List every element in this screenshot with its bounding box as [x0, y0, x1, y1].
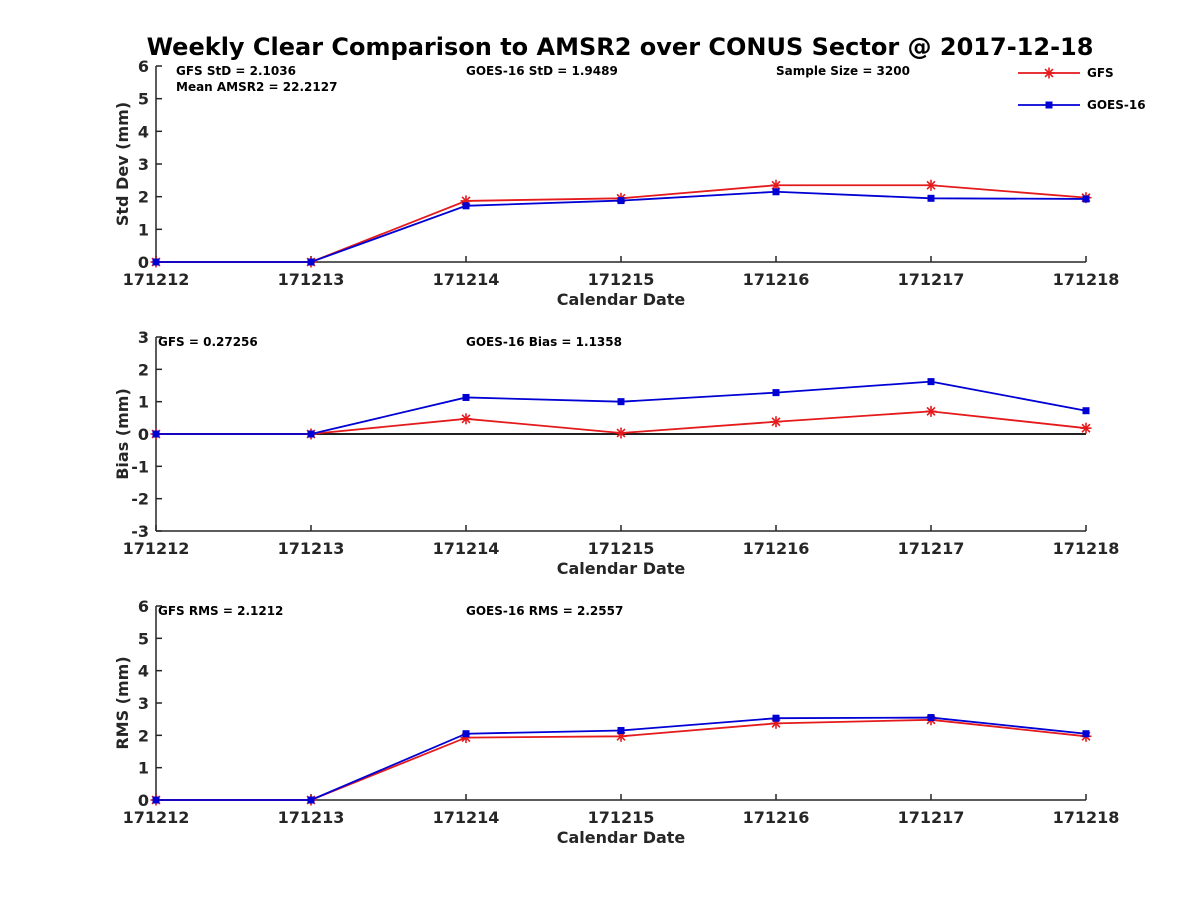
y-tick-label: -2 — [131, 490, 149, 509]
x-tick-label: 171215 — [588, 808, 655, 827]
y-tick-label: 0 — [138, 425, 149, 444]
y-tick-label: 2 — [138, 188, 149, 207]
data-point-goes-16 — [462, 202, 470, 210]
data-point-goes-16 — [617, 197, 625, 205]
y-tick-label: 3 — [138, 328, 149, 347]
data-point-goes-16 — [927, 378, 935, 386]
legend-marker — [1043, 67, 1055, 79]
data-point-goes-16 — [1082, 730, 1090, 738]
y-tick-label: 4 — [138, 662, 149, 681]
data-point-goes-16 — [462, 730, 470, 738]
data-point-goes-16 — [772, 714, 780, 722]
data-point-goes-16 — [1082, 407, 1090, 415]
x-tick-label: 171214 — [433, 270, 500, 289]
panel-2: -3 -2 -1 0 1 2 3 171212 171213 171214 171215 171216… — [113, 328, 1119, 578]
data-point-goes-16 — [772, 389, 780, 397]
x-tick-label: 171212 — [123, 270, 190, 289]
data-point-goes-16 — [1082, 195, 1090, 203]
y-tick-label: 4 — [138, 122, 149, 141]
stat-annotation: GOES-16 Bias = 1.1358 — [466, 335, 622, 349]
stat-annotation: GOES-16 RMS = 2.2557 — [466, 604, 623, 618]
y-tick-label: 0 — [138, 253, 149, 272]
x-tick-label: 171212 — [123, 808, 190, 827]
x-tick-label: 171214 — [433, 808, 500, 827]
x-tick-label: 171218 — [1053, 808, 1120, 827]
x-tick-label: 171215 — [588, 539, 655, 558]
data-point-goes-16 — [152, 796, 160, 804]
stat-annotation: Mean AMSR2 = 22.2127 — [176, 80, 337, 94]
x-tick-label: 171213 — [278, 270, 345, 289]
stat-annotation: Sample Size = 3200 — [776, 64, 910, 78]
legend-entry-gfs: GFS — [1018, 66, 1114, 80]
x-tick-label: 171216 — [743, 539, 810, 558]
y-tick-label: -3 — [131, 522, 149, 541]
y-tick-label: 1 — [138, 393, 149, 412]
data-point-gfs — [925, 179, 937, 191]
data-point-goes-16 — [152, 430, 160, 438]
legend: GFS GOES-16 — [1018, 66, 1146, 112]
x-axis-title: Calendar Date — [557, 828, 686, 847]
legend-entry-goes-16: GOES-16 — [1018, 98, 1146, 112]
legend-label: GOES-16 — [1087, 98, 1146, 112]
y-tick-label: 6 — [138, 57, 149, 76]
x-tick-label: 171217 — [898, 539, 965, 558]
series-line-goes-16 — [156, 380, 1087, 435]
data-point-goes-16 — [307, 258, 315, 266]
chart-title: Weekly Clear Comparison to AMSR2 over CO… — [147, 33, 1094, 61]
data-point-goes-16 — [927, 714, 935, 722]
x-tick-label: 171217 — [898, 270, 965, 289]
legend-label: GFS — [1087, 66, 1114, 80]
x-tick-label: 171214 — [433, 539, 500, 558]
y-tick-label: 5 — [138, 90, 149, 109]
panel-1: 0 1 2 3 4 5 6 171212 171213 171214 171215 171216 171… — [113, 57, 1119, 309]
x-tick-label: 171216 — [743, 270, 810, 289]
data-point-goes-16 — [462, 393, 470, 401]
x-axis-title: Calendar Date — [557, 559, 686, 578]
data-point-goes-16 — [927, 194, 935, 202]
stat-annotation: GFS StD = 2.1036 — [176, 64, 296, 78]
data-point-goes-16 — [307, 796, 315, 804]
y-tick-label: 3 — [138, 694, 149, 713]
data-point-goes-16 — [772, 188, 780, 196]
y-axis-title: RMS (mm) — [113, 656, 132, 749]
data-point-gfs — [1080, 422, 1092, 434]
stat-annotation: GFS = 0.27256 — [158, 335, 258, 349]
y-tick-label: 0 — [138, 791, 149, 810]
x-tick-label: 171218 — [1053, 539, 1120, 558]
y-tick-label: 3 — [138, 155, 149, 174]
x-tick-label: 171217 — [898, 808, 965, 827]
x-tick-label: 171213 — [278, 808, 345, 827]
data-point-goes-16 — [617, 726, 625, 734]
legend-marker — [1045, 101, 1053, 109]
y-tick-label: -1 — [131, 457, 149, 476]
y-tick-label: 6 — [138, 597, 149, 616]
panel-3: 0 1 2 3 4 5 6 171212 171213 171214 171215 171216 171… — [113, 597, 1119, 847]
data-point-gfs — [925, 405, 937, 417]
y-axis-title: Std Dev (mm) — [113, 102, 132, 226]
stat-annotation: GFS RMS = 2.1212 — [158, 604, 283, 618]
y-tick-label: 1 — [138, 759, 149, 778]
x-tick-label: 171212 — [123, 539, 190, 558]
data-point-goes-16 — [152, 258, 160, 266]
data-point-gfs — [615, 427, 627, 439]
stat-annotation: GOES-16 StD = 1.9489 — [466, 64, 618, 78]
panels: 0 1 2 3 4 5 6 171212 171213 171214 171215 171216 171… — [113, 57, 1119, 847]
data-point-gfs — [460, 413, 472, 425]
x-tick-label: 171213 — [278, 539, 345, 558]
x-axis-title: Calendar Date — [557, 290, 686, 309]
y-tick-label: 2 — [138, 726, 149, 745]
x-tick-label: 171218 — [1053, 270, 1120, 289]
y-tick-label: 1 — [138, 220, 149, 239]
y-tick-label: 2 — [138, 360, 149, 379]
data-point-gfs — [770, 416, 782, 428]
data-point-goes-16 — [307, 430, 315, 438]
x-tick-label: 171215 — [588, 270, 655, 289]
y-tick-label: 5 — [138, 629, 149, 648]
x-tick-label: 171216 — [743, 808, 810, 827]
y-axis-title: Bias (mm) — [113, 388, 132, 480]
data-point-goes-16 — [617, 398, 625, 406]
